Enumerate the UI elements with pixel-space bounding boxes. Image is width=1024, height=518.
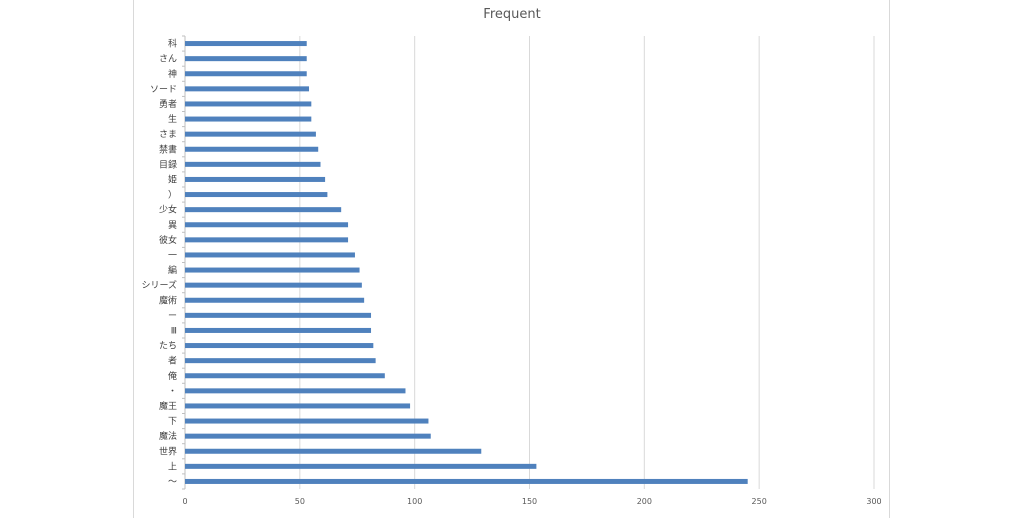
category-label: 生 <box>168 113 177 125</box>
category-label: 一 <box>168 251 177 261</box>
bar <box>185 478 748 484</box>
x-tick-label: 50 <box>295 497 305 506</box>
bar <box>185 41 307 47</box>
category-label: 姫 <box>168 173 177 185</box>
category-label: さん <box>159 54 177 65</box>
bar <box>185 252 355 258</box>
bar <box>185 388 406 394</box>
category-label: Ⅲ <box>171 326 177 336</box>
category-label: 少女 <box>159 204 177 216</box>
chart-title: Frequent <box>483 7 540 22</box>
bar <box>185 418 429 424</box>
bar <box>185 343 374 349</box>
bar <box>185 161 321 167</box>
category-label: 者 <box>168 356 177 367</box>
bar <box>185 222 349 228</box>
bar <box>185 56 307 62</box>
category-label: 彼女 <box>159 234 177 246</box>
category-label: 異 <box>168 220 177 231</box>
category-label: 勇者 <box>159 99 177 110</box>
category-label: 俺 <box>168 370 177 382</box>
x-tick-label: 150 <box>522 497 537 506</box>
category-label: 魔王 <box>159 400 177 412</box>
category-label: 神 <box>168 68 177 80</box>
bar <box>185 297 365 303</box>
bar <box>185 403 411 409</box>
bar <box>185 101 312 107</box>
bar <box>185 282 362 288</box>
gridlines <box>182 35 875 490</box>
bar <box>185 312 372 318</box>
x-tick-label: 200 <box>637 497 652 506</box>
bar <box>185 192 328 198</box>
bar <box>185 358 376 364</box>
category-label: ソード <box>150 85 177 95</box>
category-label: 編 <box>168 264 177 276</box>
category-label: さま <box>159 129 177 140</box>
bar <box>185 373 385 379</box>
bar <box>185 237 349 243</box>
bar <box>185 463 537 469</box>
category-label: たち <box>159 341 177 352</box>
bar <box>185 207 342 213</box>
bar <box>185 267 360 273</box>
bar <box>185 116 312 122</box>
x-tick-labels: 0 50 100 150 200 250 300 <box>182 497 881 506</box>
bar <box>185 433 431 439</box>
x-tick-label: 250 <box>752 497 767 506</box>
bar <box>185 131 316 137</box>
chart-frame: Frequent 科さん神ソード勇者生さま禁書目録姫 ） 少女異彼女一編シリーズ魔術… <box>133 0 890 518</box>
category-label: 世界 <box>159 445 177 457</box>
category-label: 魔術 <box>159 294 177 306</box>
category-label: 目録 <box>159 158 177 170</box>
x-tick-label: 100 <box>407 497 422 506</box>
category-label: ・ <box>168 387 177 397</box>
x-tick-label: 0 <box>182 497 187 506</box>
category-label: 下 <box>168 417 177 427</box>
category-label: ） <box>168 190 177 201</box>
category-label: ー <box>168 311 177 321</box>
bar <box>185 448 482 454</box>
bar <box>185 327 372 333</box>
category-label: 魔法 <box>159 430 177 442</box>
category-label: 禁書 <box>159 143 177 155</box>
bar <box>185 176 326 182</box>
category-label: 科 <box>168 38 177 50</box>
bar <box>185 71 307 77</box>
x-tick-label: 300 <box>866 497 881 506</box>
bar <box>185 146 319 152</box>
category-label: シリーズ <box>141 279 177 291</box>
category-label: ～ <box>168 477 177 487</box>
bars <box>185 41 748 484</box>
category-label: 上 <box>168 461 177 472</box>
bar <box>185 86 310 92</box>
